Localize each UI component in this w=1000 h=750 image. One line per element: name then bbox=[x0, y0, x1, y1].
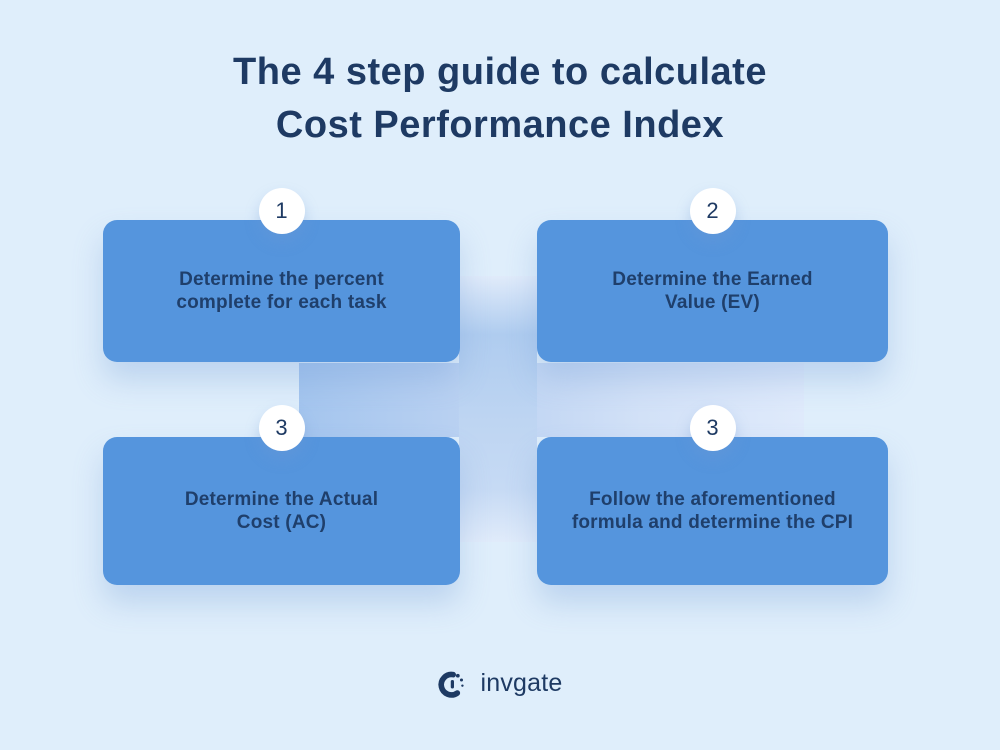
step-3-badge: 3 bbox=[258, 405, 305, 451]
step-card-4: 3 Follow the aforementioned formula and … bbox=[537, 405, 888, 585]
connector-vertical bbox=[459, 276, 537, 542]
step-1-text: Determine the percent complete for each … bbox=[176, 269, 387, 313]
step-1-badge: 1 bbox=[258, 188, 305, 234]
step-4-text: Follow the aforementioned formula and de… bbox=[571, 489, 854, 533]
footer-logo: invgate bbox=[0, 664, 1000, 702]
invgate-wordmark: invgate bbox=[480, 668, 563, 697]
step-4-badge: 3 bbox=[689, 405, 736, 451]
step-2-badge: 2 bbox=[689, 188, 736, 234]
step-card-3: 3 Determine the Actual Cost (AC) bbox=[103, 405, 460, 585]
step-card-1: 1 Determine the percent complete for eac… bbox=[103, 188, 460, 362]
step-card-2: 2 Determine the Earned Value (EV) bbox=[537, 188, 888, 362]
page-title: The 4 step guide to calculate Cost Perfo… bbox=[233, 51, 767, 146]
step-3-text: Determine the Actual Cost (AC) bbox=[184, 489, 379, 533]
invgate-logo-icon bbox=[438, 671, 465, 698]
step-2-text: Determine the Earned Value (EV) bbox=[612, 269, 813, 313]
